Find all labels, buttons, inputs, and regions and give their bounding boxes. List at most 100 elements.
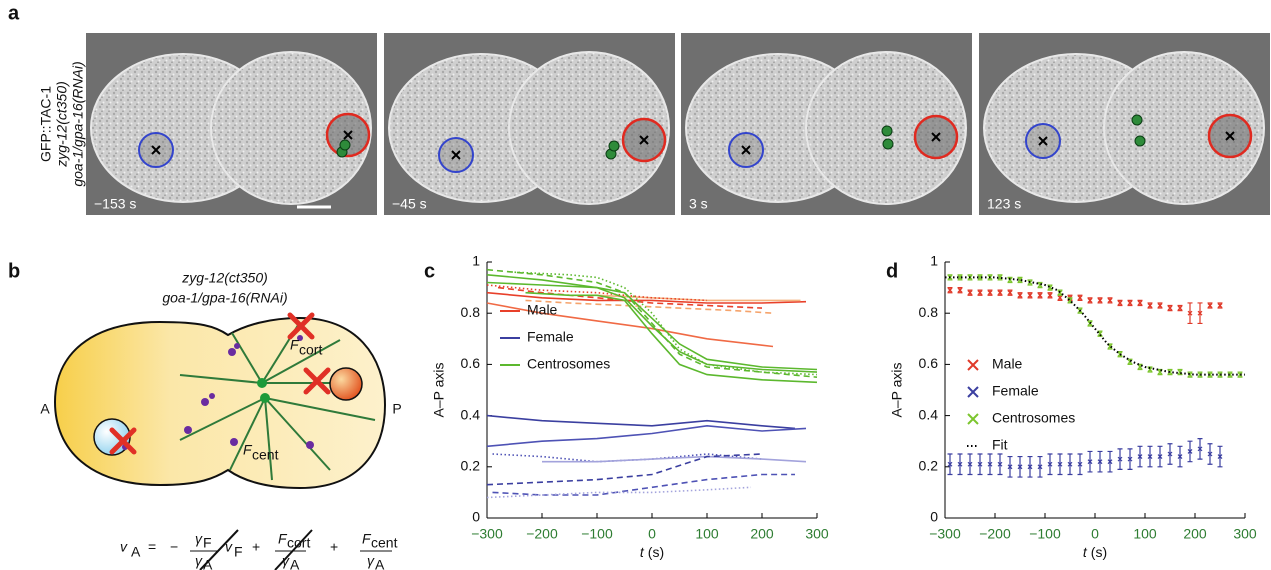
data-point xyxy=(1057,461,1063,467)
data-point xyxy=(1117,456,1123,462)
data-point xyxy=(1097,297,1103,303)
legend-swatch xyxy=(967,413,979,425)
data-point xyxy=(1167,369,1173,375)
force-label-sub: cort xyxy=(299,342,322,358)
equation-token: = xyxy=(148,539,156,555)
data-point xyxy=(1027,464,1033,470)
legend-swatch xyxy=(967,359,979,371)
y-tick-label: 1 xyxy=(472,253,480,269)
center-cross xyxy=(1038,136,1048,146)
data-point xyxy=(1107,297,1113,303)
x-tick-label: −300 xyxy=(471,526,503,542)
data-point xyxy=(967,461,973,467)
equation-token: A xyxy=(375,557,385,570)
diagram-title: goa-1/gpa-16(RNAi) xyxy=(162,290,287,306)
micrograph: −153 s xyxy=(86,33,377,215)
chart: −300 −200 −100 0 100 200 300 0 0.2 0.4 0.6 0.8 1 A–P … xyxy=(889,253,1257,560)
x-tick-label: 300 xyxy=(1233,526,1257,542)
data-point xyxy=(977,274,983,280)
y-tick-label: 0 xyxy=(472,509,480,525)
centrosome xyxy=(1134,135,1146,147)
data-point xyxy=(997,461,1003,467)
equation-token: A xyxy=(290,557,300,570)
embryo-diagram: zyg-12(ct350) goa-1/gpa-16(RNAi) xyxy=(40,270,402,570)
data-point xyxy=(997,290,1003,296)
y-tick-label: 1 xyxy=(930,253,938,269)
x-tick-label: −100 xyxy=(1029,526,1061,542)
center-cross xyxy=(639,135,649,145)
panel-label: a xyxy=(8,2,20,24)
panel-label: d xyxy=(886,260,898,282)
data-point xyxy=(1087,297,1093,303)
y-tick-label: 0.4 xyxy=(919,406,939,422)
equation-token: γ xyxy=(195,531,203,547)
y-tick-label: 0.6 xyxy=(919,355,939,371)
time-label: 3 s xyxy=(689,196,708,212)
data-point xyxy=(1047,292,1053,298)
equation-token: A xyxy=(131,544,141,560)
data-point xyxy=(1077,295,1083,301)
data-point xyxy=(1167,451,1173,457)
data-point xyxy=(967,290,973,296)
data-point xyxy=(1057,290,1063,296)
x-tick-label: 100 xyxy=(695,526,719,542)
data-point xyxy=(1217,303,1223,308)
inhibition-marks xyxy=(109,312,331,455)
x-tick-label: 0 xyxy=(648,526,656,542)
center-cross xyxy=(343,130,353,140)
data-point xyxy=(1027,292,1033,298)
data-point xyxy=(1147,454,1153,459)
equation-token: γ xyxy=(195,553,203,569)
legend-label: Fit xyxy=(992,437,1008,453)
micrograph: 123 s xyxy=(979,33,1270,215)
centrosome xyxy=(1131,114,1143,126)
legend-label: Female xyxy=(992,383,1039,399)
data-point xyxy=(1227,372,1233,378)
data-point xyxy=(1037,464,1043,470)
equation-token: F xyxy=(234,544,243,560)
data-point xyxy=(957,287,963,293)
data-point xyxy=(1147,367,1153,372)
panel-label: b xyxy=(8,260,20,282)
y-axis-label: A–P axis xyxy=(431,363,447,418)
legend-label: Centrosomes xyxy=(527,356,610,372)
y-axis-label: A–P axis xyxy=(889,363,905,418)
data-point xyxy=(987,290,993,296)
equation-token: A xyxy=(203,557,213,570)
data-point xyxy=(1097,459,1103,465)
x-axis-label: t (s) xyxy=(1083,544,1107,560)
data-point xyxy=(1047,461,1053,467)
data-point xyxy=(1217,372,1223,378)
cell xyxy=(1103,51,1265,205)
data-point xyxy=(1137,454,1143,459)
data-point xyxy=(1197,446,1203,452)
trace-line xyxy=(486,424,807,448)
equation-token: F xyxy=(362,531,372,547)
equation-token: − xyxy=(170,539,178,555)
data-point xyxy=(1017,277,1023,283)
data-point xyxy=(957,274,963,280)
data-point xyxy=(1037,292,1043,298)
data-point xyxy=(1007,290,1013,296)
data-point xyxy=(1197,310,1203,316)
center-cross xyxy=(1225,131,1235,141)
data-point xyxy=(1157,303,1163,308)
force-label-sub: cent xyxy=(252,447,279,463)
trace-line xyxy=(525,291,818,384)
data-point xyxy=(1067,461,1073,467)
centrosome xyxy=(881,125,893,137)
y-tick-label: 0.4 xyxy=(461,406,481,422)
data-point xyxy=(1177,454,1183,459)
data-point xyxy=(977,461,983,467)
legend-swatch xyxy=(967,386,979,398)
data-point xyxy=(1207,372,1213,378)
legend-label: Male xyxy=(992,356,1023,372)
data-point xyxy=(1057,295,1063,301)
centrosome xyxy=(257,378,267,388)
trace-line xyxy=(486,281,818,371)
force-label: F xyxy=(290,337,300,353)
data-point xyxy=(1137,300,1143,306)
center-cross xyxy=(151,145,161,155)
diagram-title: zyg-12(ct350) xyxy=(181,270,268,286)
